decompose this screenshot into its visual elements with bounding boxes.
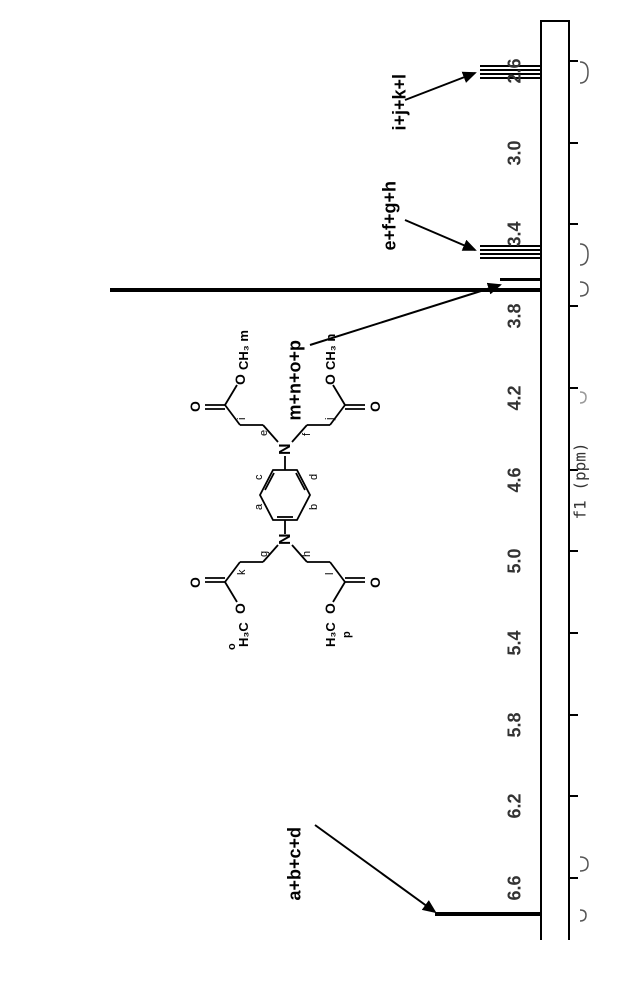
tick-6.6: 6.6 bbox=[505, 875, 526, 900]
mol-group-p: H₃C bbox=[323, 622, 338, 647]
svg-text:O: O bbox=[232, 603, 248, 614]
svg-text:N: N bbox=[277, 533, 294, 545]
svg-text:i: i bbox=[236, 418, 248, 420]
svg-text:O: O bbox=[322, 374, 338, 385]
tick-3.8: 3.8 bbox=[505, 303, 526, 328]
integral-abcd2 bbox=[578, 908, 593, 923]
svg-text:d: d bbox=[308, 474, 320, 480]
peak-label-abcd: a+b+c+d bbox=[285, 827, 306, 901]
arrow-abcd bbox=[310, 820, 480, 920]
svg-text:p: p bbox=[341, 631, 353, 638]
molecule-structure: N N O O H₃C o bbox=[145, 310, 425, 650]
peak-label-efgh: e+f+g+h bbox=[380, 181, 401, 251]
tick-3.0: 3.0 bbox=[505, 140, 526, 165]
svg-text:l: l bbox=[324, 573, 336, 575]
svg-text:O: O bbox=[367, 401, 383, 412]
svg-text:h: h bbox=[301, 551, 313, 557]
axis-title-ppm: f1 (ppm) bbox=[571, 442, 590, 519]
integral-4p2 bbox=[578, 390, 593, 405]
arrow-efgh bbox=[400, 175, 510, 255]
svg-text:O: O bbox=[187, 401, 203, 412]
svg-text:O: O bbox=[322, 603, 338, 614]
svg-text:O: O bbox=[187, 577, 203, 588]
svg-text:a: a bbox=[253, 503, 265, 510]
tick-4.6: 4.6 bbox=[505, 467, 526, 492]
svg-text:g: g bbox=[258, 551, 270, 557]
svg-text:e: e bbox=[258, 430, 270, 436]
tick-5.0: 5.0 bbox=[505, 548, 526, 573]
mol-group-o: H₃C bbox=[236, 622, 251, 647]
integral-efgh bbox=[578, 242, 593, 267]
arrow-ijkl bbox=[400, 55, 510, 115]
mol-group-n: CH₃ n bbox=[323, 334, 338, 370]
svg-text:c: c bbox=[253, 474, 265, 480]
integral-mnop bbox=[578, 280, 593, 298]
integral-ijkl bbox=[578, 60, 593, 85]
svg-text:b: b bbox=[308, 504, 320, 510]
tick-2.6: 2.6 bbox=[505, 58, 526, 83]
tick-6.2: 6.2 bbox=[505, 793, 526, 818]
svg-text:f: f bbox=[301, 432, 313, 436]
svg-text:o: o bbox=[226, 643, 238, 650]
mol-group-m: CH₃ m bbox=[236, 330, 251, 370]
svg-text:k: k bbox=[236, 569, 248, 575]
tick-4.2: 4.2 bbox=[505, 385, 526, 410]
spectrum-baseline bbox=[540, 20, 542, 940]
tick-5.8: 5.8 bbox=[505, 712, 526, 737]
tick-3.4: 3.4 bbox=[505, 221, 526, 246]
integral-abcd bbox=[578, 855, 593, 873]
nmr-spectrum-plot: i+j+k+l e+f+g+h m+n+o+p a+b+c+d bbox=[70, 20, 570, 940]
tick-5.4: 5.4 bbox=[505, 630, 526, 655]
svg-text:O: O bbox=[232, 374, 248, 385]
frame-top bbox=[540, 20, 570, 22]
svg-text:N: N bbox=[277, 443, 294, 455]
svg-text:O: O bbox=[367, 577, 383, 588]
